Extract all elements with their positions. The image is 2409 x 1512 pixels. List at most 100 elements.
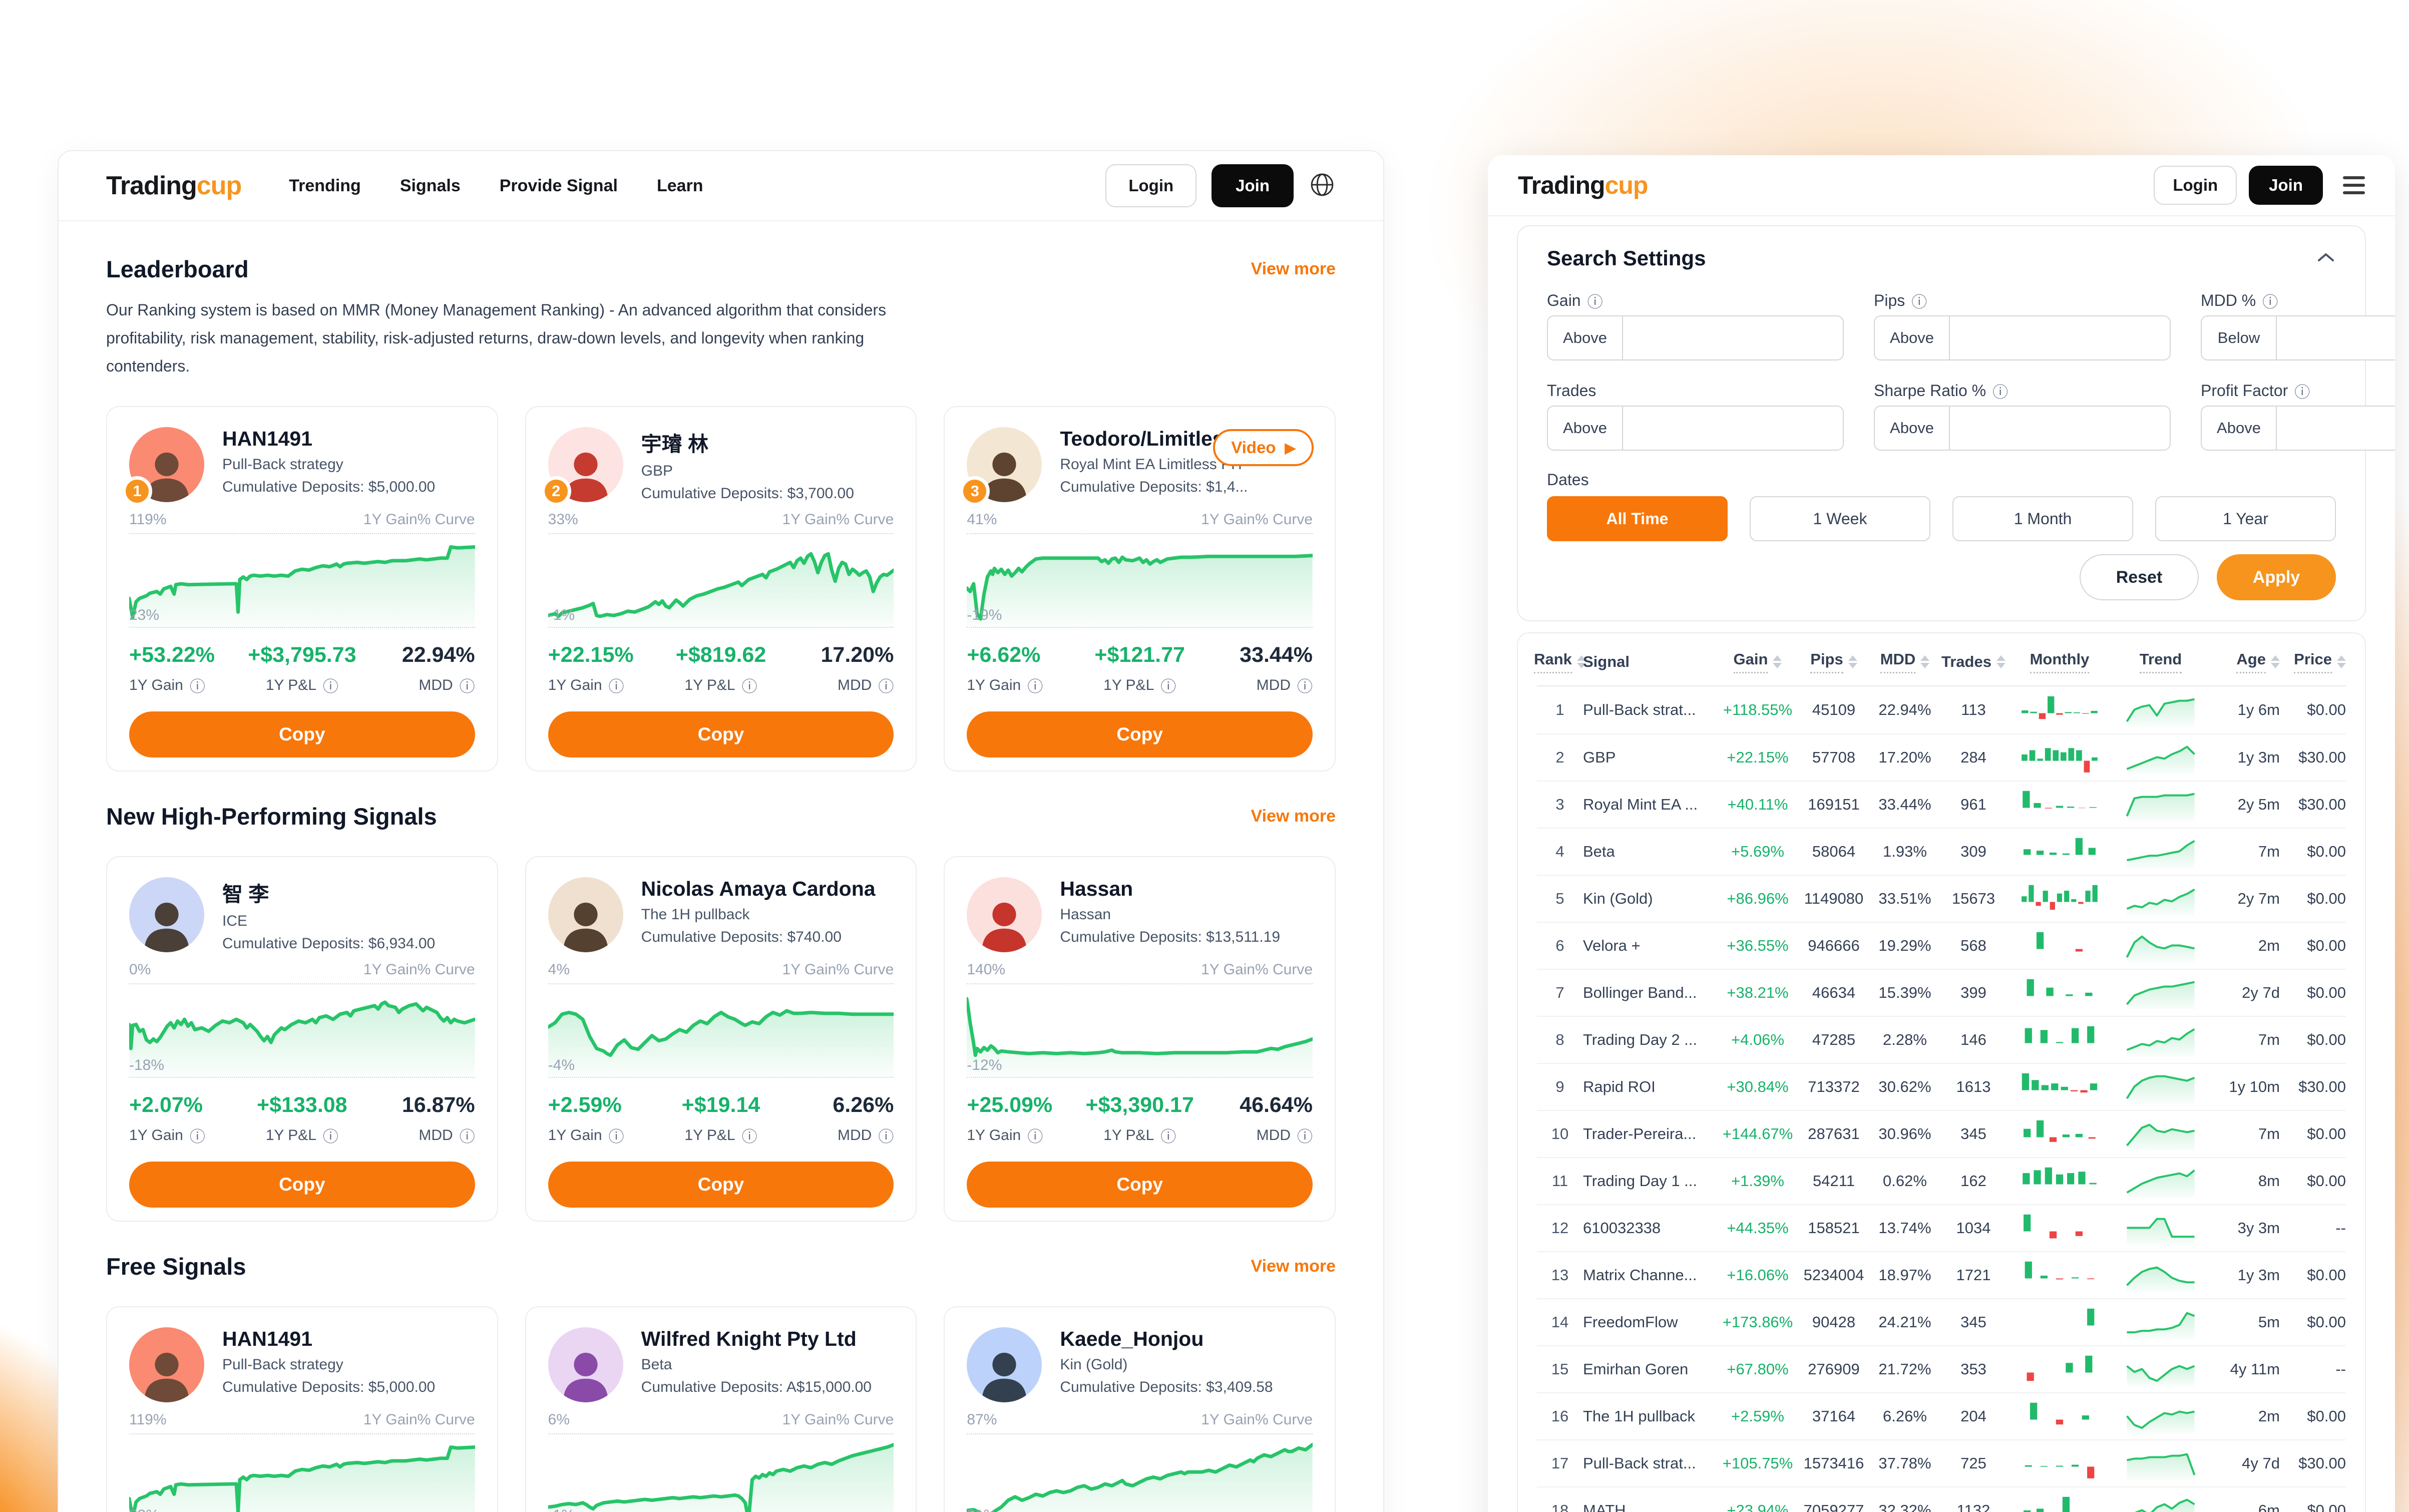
column-header-pips[interactable]: Pips	[1798, 650, 1869, 673]
info-icon[interactable]: ⓘ	[608, 678, 624, 695]
nav-item-provide-signal[interactable]: Provide Signal	[499, 176, 618, 195]
nav-item-learn[interactable]: Learn	[656, 176, 703, 195]
table-row[interactable]: 11 Trading Day 1 ... +1.39% 54211 0.62% 162 8m…	[1537, 1157, 2346, 1204]
filter-value-input[interactable]	[2277, 316, 2395, 359]
filter-operator-select[interactable]: Above	[1563, 329, 1607, 346]
cell-gain: +1.39%	[1731, 1172, 1784, 1190]
nav-item-signals[interactable]: Signals	[399, 176, 461, 195]
table-row[interactable]: 17 Pull-Back strat... +105.75% 1573416 37.78…	[1537, 1439, 2346, 1486]
table-row[interactable]: 1 Pull-Back strat... +118.55% 45109 22.94% 11…	[1537, 686, 2346, 733]
video-button[interactable]: Video ▶	[1213, 429, 1314, 466]
filter-value-input[interactable]	[1623, 316, 1843, 359]
table-row[interactable]: 6 Velora + +36.55% 946666 19.29% 568 2m $0.00	[1537, 922, 2346, 969]
info-icon[interactable]: ⓘ	[741, 1128, 757, 1146]
filter-operator-select[interactable]: Below	[2217, 329, 2260, 346]
column-header-price[interactable]: Price	[2280, 650, 2346, 673]
filter-operator-select[interactable]: Above	[1890, 329, 1934, 346]
sort-icon[interactable]	[1996, 655, 2005, 668]
copy-button[interactable]: Copy	[548, 1162, 894, 1208]
copy-button[interactable]: Copy	[967, 1162, 1313, 1208]
table-row[interactable]: 2 GBP +22.15% 57708 17.20% 284 1y 3m $30.00	[1537, 733, 2346, 781]
info-icon[interactable]: ⓘ	[878, 678, 894, 695]
filter-value-input[interactable]	[1623, 407, 1843, 450]
info-icon[interactable]: ⓘ	[2294, 383, 2310, 401]
filter-value-input[interactable]	[1950, 407, 2170, 450]
table-row[interactable]: 3 Royal Mint EA ... +40.11% 169151 33.44% 961…	[1537, 781, 2346, 828]
brand-logo[interactable]: Tradingcup	[106, 171, 242, 201]
sort-icon[interactable]	[1920, 655, 1930, 668]
info-icon[interactable]: ⓘ	[189, 678, 205, 695]
column-header-rank[interactable]: Rank	[1534, 650, 1586, 673]
info-icon[interactable]: ⓘ	[1160, 1128, 1176, 1146]
column-header-mdd[interactable]: MDD	[1869, 650, 1940, 673]
table-row[interactable]: 10 Trader-Pereira... +144.67% 287631 30.96% 3…	[1537, 1110, 2346, 1157]
copy-button[interactable]: Copy	[129, 1162, 475, 1208]
table-row[interactable]: 12 610032338 +44.35% 158521 13.74% 1034 3y 3m -…	[1537, 1204, 2346, 1251]
date-option-1-month[interactable]: 1 Month	[1952, 496, 2133, 541]
info-icon[interactable]: ⓘ	[1027, 1128, 1043, 1146]
info-icon[interactable]: ⓘ	[322, 1128, 338, 1146]
menu-icon[interactable]	[2343, 176, 2365, 194]
info-icon[interactable]: ⓘ	[1297, 678, 1313, 695]
date-option-1-week[interactable]: 1 Week	[1750, 496, 1930, 541]
cell-pips: 46634	[1812, 984, 1856, 1001]
table-row[interactable]: 7 Bollinger Band... +38.21% 46634 15.39% 399 2…	[1537, 969, 2346, 1016]
table-row[interactable]: 15 Emirhan Goren +67.80% 276909 21.72% 353 4y …	[1537, 1345, 2346, 1392]
table-row[interactable]: 16 The 1H pullback +2.59% 37164 6.26% 204 2m $0…	[1537, 1392, 2346, 1439]
filter-value-input[interactable]	[1950, 316, 2170, 359]
info-icon[interactable]: ⓘ	[322, 678, 338, 695]
filter-operator-select[interactable]: Above	[1890, 419, 1934, 437]
apply-button[interactable]: Apply	[2217, 554, 2336, 600]
join-button[interactable]: Join	[2249, 166, 2323, 205]
nav-item-trending[interactable]: Trending	[289, 176, 361, 195]
login-button[interactable]: Login	[1105, 164, 1197, 207]
copy-button[interactable]: Copy	[129, 711, 475, 758]
column-header-age[interactable]: Age	[2209, 650, 2280, 673]
table-row[interactable]: 5 Kin (Gold) +86.96% 1149080 33.51% 15673 2y 7…	[1537, 875, 2346, 922]
filter-value-input[interactable]	[2277, 407, 2395, 450]
cell-price: $0.00	[2307, 1172, 2346, 1190]
table-row[interactable]: 18 MATH +23.94% 7059277 32.32% 1132 6m $0.00	[1537, 1486, 2346, 1512]
sort-icon[interactable]	[1848, 655, 1857, 668]
reset-button[interactable]: Reset	[2080, 554, 2199, 600]
info-icon[interactable]: ⓘ	[459, 678, 475, 695]
info-icon[interactable]: ⓘ	[1911, 293, 1927, 311]
info-icon[interactable]: ⓘ	[1160, 678, 1176, 695]
globe-icon[interactable]	[1309, 171, 1336, 201]
info-icon[interactable]: ⓘ	[2262, 293, 2278, 311]
filter-operator-select[interactable]: Above	[2217, 419, 2261, 437]
table-row[interactable]: 13 Matrix Channe... +16.06% 5234004 18.97% 17…	[1537, 1251, 2346, 1298]
login-button[interactable]: Login	[2154, 166, 2237, 205]
filter-operator-select[interactable]: Above	[1563, 419, 1607, 437]
info-icon[interactable]: ⓘ	[1297, 1128, 1313, 1146]
column-header-gain[interactable]: Gain	[1717, 650, 1798, 673]
info-icon[interactable]: ⓘ	[878, 1128, 894, 1146]
copy-button[interactable]: Copy	[548, 711, 894, 758]
view-more-link[interactable]: View more	[1251, 1257, 1336, 1276]
info-icon[interactable]: ⓘ	[1027, 678, 1043, 695]
info-icon[interactable]: ⓘ	[608, 1128, 624, 1146]
table-row[interactable]: 8 Trading Day 2 ... +4.06% 47285 2.28% 146 7m $…	[1537, 1016, 2346, 1063]
sort-icon[interactable]	[1773, 655, 1782, 668]
info-icon[interactable]: ⓘ	[459, 1128, 475, 1146]
sort-icon[interactable]	[2271, 655, 2280, 668]
column-header-trades[interactable]: Trades	[1940, 653, 2006, 671]
table-row[interactable]: 14 FreedomFlow +173.86% 90428 24.21% 345 5m $0.…	[1537, 1298, 2346, 1345]
info-icon[interactable]: ⓘ	[189, 1128, 205, 1146]
sort-icon[interactable]	[1576, 655, 1586, 668]
info-icon[interactable]: ⓘ	[741, 678, 757, 695]
brand-logo[interactable]: Tradingcup	[1518, 171, 1648, 200]
date-option-1-year[interactable]: 1 Year	[2155, 496, 2336, 541]
table-row[interactable]: 9 Rapid ROI +30.84% 713372 30.62% 1613 1y 10m $…	[1537, 1063, 2346, 1110]
sort-icon[interactable]	[2337, 655, 2346, 668]
signal-card: 3 Teodoro/Limitless... Royal Mint EA Limit…	[944, 406, 1336, 772]
view-more-link[interactable]: View more	[1251, 807, 1336, 826]
info-icon[interactable]: ⓘ	[1587, 293, 1603, 311]
view-more-link[interactable]: View more	[1251, 259, 1336, 278]
table-row[interactable]: 4 Beta +5.69% 58064 1.93% 309 7m $0.00	[1537, 828, 2346, 875]
collapse-chevron-icon[interactable]	[2316, 251, 2336, 266]
info-icon[interactable]: ⓘ	[1992, 383, 2009, 401]
join-button[interactable]: Join	[1212, 164, 1294, 207]
date-option-all-time[interactable]: All Time	[1547, 496, 1728, 541]
copy-button[interactable]: Copy	[967, 711, 1313, 758]
